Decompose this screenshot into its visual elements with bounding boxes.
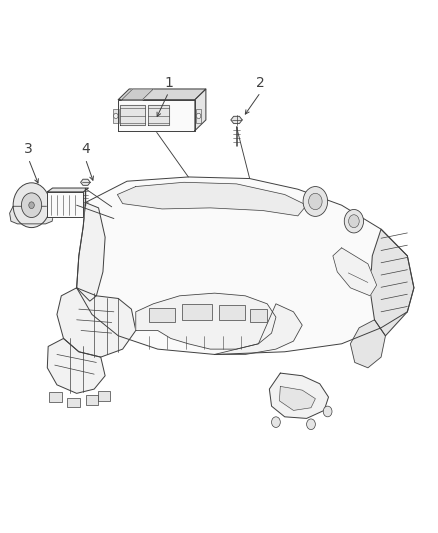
Circle shape [114,114,118,119]
Circle shape [309,193,322,209]
Text: 4: 4 [81,142,90,156]
Text: 3: 3 [24,142,33,156]
Polygon shape [195,89,206,131]
Polygon shape [118,89,206,100]
Bar [250,309,267,322]
Circle shape [349,215,359,228]
Polygon shape [148,105,169,125]
Circle shape [303,187,328,216]
Bar [113,109,119,123]
Polygon shape [47,338,105,393]
Bar [49,392,62,402]
Polygon shape [10,206,53,224]
Bar [196,109,201,123]
Text: 1: 1 [164,76,173,90]
Polygon shape [120,105,145,125]
Bar [86,395,98,405]
Bar [149,308,175,322]
Circle shape [344,209,364,233]
Polygon shape [47,192,83,217]
Circle shape [21,193,42,217]
Polygon shape [122,89,153,100]
Circle shape [272,417,280,427]
Bar [219,305,245,320]
Polygon shape [333,248,377,296]
Polygon shape [118,100,195,131]
Polygon shape [136,293,276,349]
Polygon shape [77,203,105,301]
Polygon shape [81,179,90,185]
Polygon shape [77,177,414,354]
Circle shape [196,114,201,119]
Circle shape [323,406,332,417]
Polygon shape [117,182,307,216]
Polygon shape [279,386,315,410]
Polygon shape [231,116,242,124]
Circle shape [307,419,315,430]
Circle shape [29,202,34,208]
Polygon shape [269,373,328,418]
Bar [67,398,80,407]
Circle shape [13,183,50,228]
Bar [98,391,110,401]
Polygon shape [370,229,414,336]
Polygon shape [350,320,385,368]
Polygon shape [215,304,302,354]
Bar [182,304,212,320]
Polygon shape [57,288,136,357]
Text: 2: 2 [256,76,265,90]
Polygon shape [47,188,88,192]
